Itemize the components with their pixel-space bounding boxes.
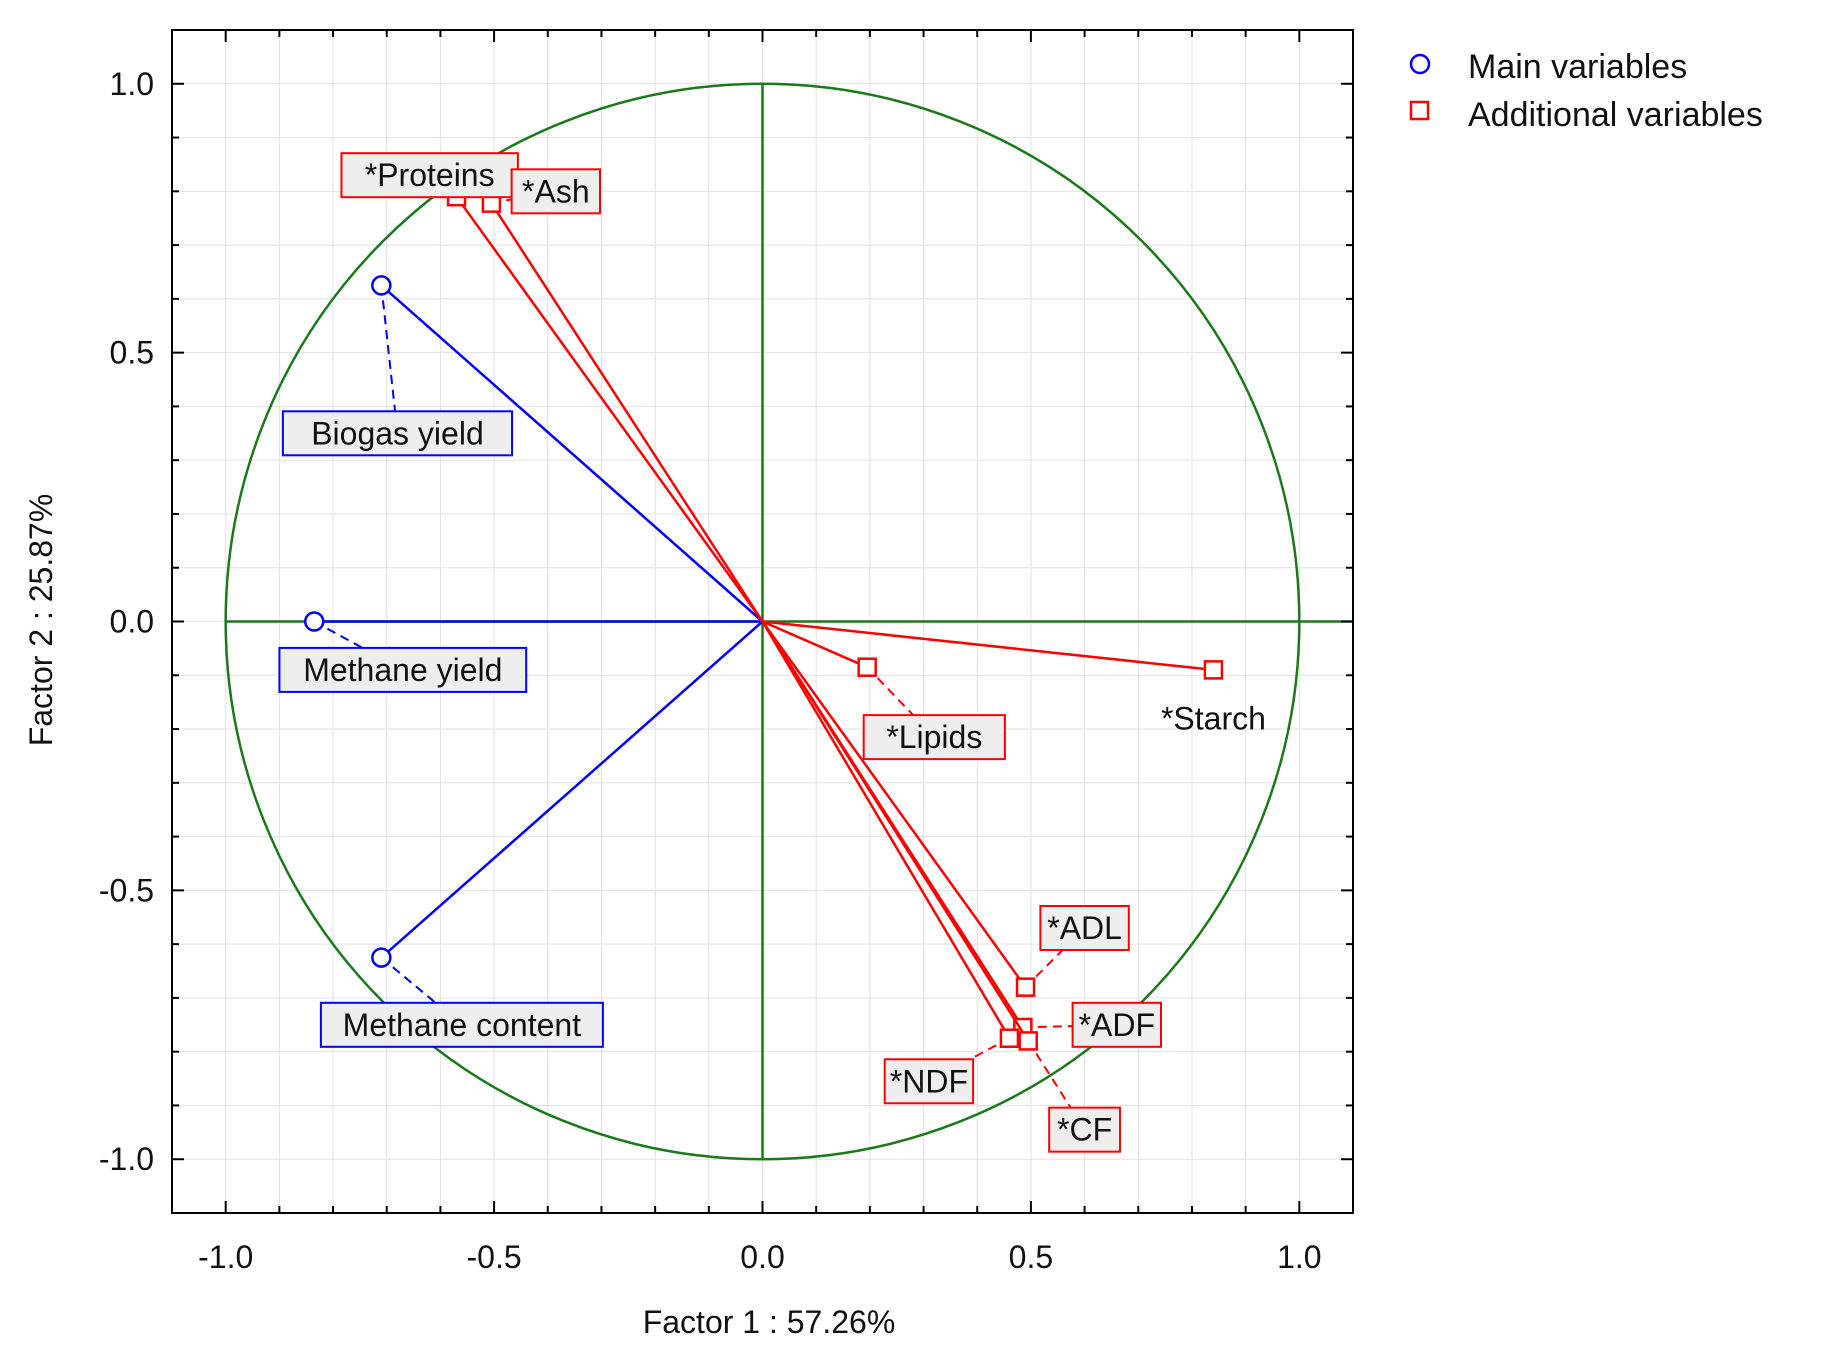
label-box-methane-yield [278,646,528,693]
unit-circle [224,82,1301,1161]
y-tick-label: 0.5 [110,335,154,371]
legend: Main variables Additional variables [1409,48,1763,134]
label-box-methane-content [319,1001,604,1048]
label-box-lipids [862,714,1006,761]
label-starch: *Starch [1161,700,1266,736]
legend-label-additional: Additional variables [1468,96,1763,134]
marker-cf [1018,1031,1038,1051]
x-tick-label: 0.0 [740,1239,784,1275]
label-adl: *ADL [1047,910,1122,946]
vector-methane-content [380,620,764,959]
y-axis-label: Factor 2 : 25.87% [23,494,59,747]
variable-labels: Biogas yield Methane yield Methane content… [278,152,1266,1153]
vector-proteins [455,195,764,623]
variable-vectors [304,186,1224,1109]
y-tick-label: 1.0 [110,66,154,102]
leader-methane-yield [313,620,364,649]
vector-biogas-yield [380,284,764,623]
vector-ndf [761,620,1011,1039]
x-tick-label: -1.0 [198,1239,253,1275]
label-box-biogas-yield [281,410,514,457]
y-tick-label: 0.0 [110,604,154,640]
label-methane-yield: Methane yield [303,652,502,688]
marker-methane-yield [304,611,325,632]
label-box-adf [1071,1001,1162,1048]
marker-ndf [999,1028,1020,1048]
legend-marker-additional [1409,100,1430,121]
axis-ticks: -1.0 -0.5 0.0 0.5 1.0 -1.0 -0.5 0.0 0.5 1.0 [99,29,1354,1275]
label-ash: *Ash [522,173,590,209]
marker-starch [1203,660,1224,680]
leader-biogas-yield [380,285,397,412]
label-proteins: *Proteins [365,157,495,193]
vector-ash [490,202,764,623]
legend-label-main: Main variables [1468,48,1687,86]
vector-cf [761,620,1030,1042]
y-tick-label: -0.5 [99,872,154,908]
vector-lipids [761,620,868,669]
label-lipids: *Lipids [886,719,982,755]
x-tick-label: 0.5 [1009,1239,1053,1275]
marker-lipids [857,657,877,677]
marker-biogas-yield [371,275,392,296]
leader-methane-content [380,956,437,1004]
label-biogas-yield: Biogas yield [311,415,484,451]
label-ndf: *NDF [890,1063,968,1099]
x-axis-label: Factor 1 : 57.26% [643,1304,896,1340]
label-adf: *ADF [1079,1007,1155,1043]
leader-lipids [866,666,914,716]
x-tick-label: 1.0 [1277,1239,1321,1275]
vector-adl [761,620,1027,988]
marker-adl [1015,977,1036,997]
x-tick-label: -0.5 [467,1239,522,1275]
label-box-cf [1048,1106,1121,1153]
vector-starch [762,620,1214,672]
label-methane-content: Methane content [343,1007,582,1043]
label-box-adl [1039,905,1130,952]
leader-cf [1027,1040,1072,1109]
label-cf: *CF [1057,1112,1112,1148]
y-tick-label: -1.0 [99,1141,154,1177]
label-box-ash [510,168,602,215]
label-box-ndf [883,1058,975,1105]
marker-methane-content [371,947,392,968]
legend-marker-main [1409,53,1431,75]
